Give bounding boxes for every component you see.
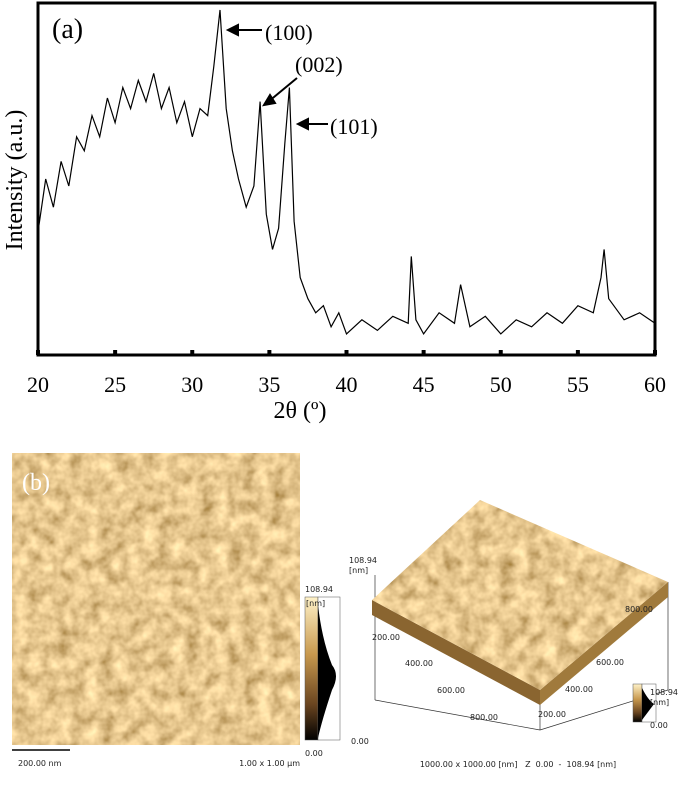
scale-bar-label: 200.00 nm <box>18 759 62 768</box>
3d-side <box>372 600 540 705</box>
right-tick-label: 400.00 <box>565 685 593 694</box>
right-tick-label: 200.00 <box>538 710 566 719</box>
right-tick-label: 600.00 <box>596 658 624 667</box>
xrd-chart: 20 25 30 35 40 45 50 55 60 (a) (100) (002) (101) <box>27 9 666 397</box>
histogram <box>318 605 336 738</box>
x-tick-label: 30 <box>181 372 203 397</box>
3d-box <box>374 575 669 731</box>
x-tick-label: 55 <box>567 372 589 397</box>
x-tick-label: 40 <box>336 372 358 397</box>
3d-ticks: 200.00 400.00 600.00 800.00 800.00 600.00 400.… <box>372 605 653 722</box>
colorbar-unit: [nm] <box>306 599 325 608</box>
panel-label: (b) <box>22 470 50 496</box>
histogram-3d <box>642 688 654 720</box>
colorbar-min: 0.00 <box>305 749 323 758</box>
colorbar-max: 108.94 <box>305 585 333 594</box>
plot-frame <box>36 1 657 357</box>
image-size: 1.00 x 1.00 µm <box>239 759 300 768</box>
z-min: 0.00 <box>351 737 369 746</box>
annotation: (101) <box>330 114 378 139</box>
x-tick-label: 45 <box>413 372 435 397</box>
3d-side <box>540 582 668 705</box>
colorbar-3d-unit: [nm] <box>650 698 669 707</box>
colorbar-3d <box>632 683 643 723</box>
left-tick-label: 600.00 <box>437 686 465 695</box>
annotation: (a) <box>52 14 83 45</box>
left-tick-label: 400.00 <box>405 659 433 668</box>
left-tick-label: 800.00 <box>470 713 498 722</box>
right-tick-label: 800.00 <box>625 605 653 614</box>
annotation: (002) <box>295 52 343 77</box>
colorbar <box>304 596 319 741</box>
xrd-line <box>37 9 656 336</box>
arrows <box>225 23 328 131</box>
colorbar-3d-max: 108.94 <box>650 688 678 697</box>
left-tick-label: 200.00 <box>372 633 400 642</box>
x-tick-label: 60 <box>644 372 666 397</box>
annotation: (100) <box>265 20 313 45</box>
x-tick-label: 25 <box>104 372 126 397</box>
x-axis-label: 2θ (º) <box>274 398 327 424</box>
afm-2d-image <box>12 453 300 745</box>
z-max: 108.94 <box>349 556 377 565</box>
x-tick-label: 35 <box>258 372 280 397</box>
x-tick-label: 20 <box>27 372 49 397</box>
y-axis-label: Intensity (a.u.) <box>2 110 28 251</box>
z-unit: [nm] <box>349 566 368 575</box>
x-tick-label: 50 <box>490 372 512 397</box>
3d-caption: 1000.00 x 1000.00 [nm] Z 0.00 - 108.94 [… <box>420 760 616 769</box>
colorbar-3d-min: 0.00 <box>650 721 668 730</box>
